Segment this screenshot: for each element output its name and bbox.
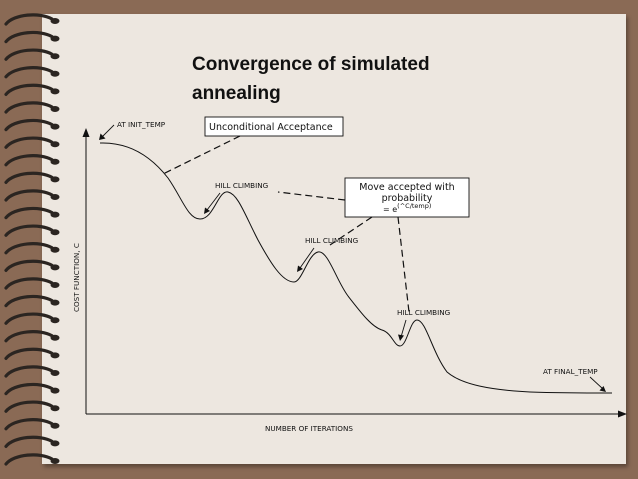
x-axis-arrow: [618, 410, 627, 418]
binder-ring: [4, 277, 60, 290]
hill-climbing-arrow-3: [400, 319, 407, 338]
binder-ring: [4, 382, 60, 396]
y-axis-arrow: [82, 128, 90, 137]
hill-climbing-label-1: HILL CLIMBING: [215, 181, 268, 190]
hill-climbing-label-3: HILL CLIMBING: [397, 308, 450, 317]
binder-ring: [4, 171, 60, 184]
binder-ring: [4, 294, 60, 308]
binder-ring: [4, 365, 60, 378]
probability-dashed-line-1: [277, 191, 346, 201]
cost-curve: [99, 142, 613, 394]
hill-climbing-arrowhead-1: [204, 207, 210, 214]
x-axis-label: NUMBER OF ITERATIONS: [265, 424, 353, 433]
binder-ring: [4, 400, 60, 413]
final-temp-label: AT FINAL_TEMP: [543, 367, 598, 376]
binder-ring: [4, 312, 60, 325]
binder-ring: [4, 206, 60, 220]
final-temp-arrowhead: [599, 386, 606, 392]
probability-formula: = e(^C/temp): [383, 202, 431, 214]
unconditional-acceptance-box: [204, 116, 344, 137]
binder-ring: [4, 347, 60, 360]
unconditional-dashed-line: [162, 135, 241, 175]
slide-paper: [42, 14, 626, 464]
y-axis-label: COST FUNCTION, C: [72, 243, 81, 312]
binder-ring: [4, 66, 60, 79]
binder-ring: [4, 224, 60, 237]
hill-climbing-arrowhead-3: [398, 334, 404, 341]
hill-climbing-arrowhead-2: [297, 265, 303, 272]
probability-text-line1: Move accepted with: [359, 182, 454, 193]
hill-climbing-arrow-2: [299, 247, 315, 269]
binder-ring: [4, 83, 60, 96]
binder-ring: [4, 435, 60, 448]
init-temp-arrow: [101, 124, 115, 138]
binder-ring: [4, 30, 60, 44]
probability-formula-prefix: = e: [383, 205, 397, 214]
hill-climbing-label-2: HILL CLIMBING: [305, 236, 358, 245]
binder-ring: [4, 118, 60, 132]
binder-ring: [4, 136, 60, 149]
binder-ring: [4, 13, 60, 26]
binder-ring: [4, 259, 60, 272]
binder-ring: [4, 189, 60, 202]
binder-ring: [4, 154, 60, 167]
probability-dashed-line-2: [329, 216, 373, 246]
hill-climbing-arrow-1: [206, 192, 221, 211]
binder-ring: [4, 418, 60, 431]
binder-ring: [4, 453, 60, 466]
unconditional-acceptance-text: Unconditional Acceptance: [209, 122, 333, 133]
probability-box: [344, 177, 470, 218]
final-temp-arrow: [589, 376, 604, 390]
probability-text-line2: probability: [382, 193, 433, 204]
binder-ring: [4, 48, 60, 61]
init-temp-label: AT INIT_TEMP: [117, 120, 166, 129]
slide-title: Convergence of simulated annealing: [192, 54, 430, 104]
binder-ring: [4, 330, 60, 343]
binder-ring: [4, 242, 60, 255]
init-temp-arrowhead: [99, 133, 106, 140]
probability-dashed-line-3: [397, 216, 410, 313]
binder-ring: [4, 101, 60, 114]
probability-formula-exponent: (^C/temp): [397, 202, 431, 210]
